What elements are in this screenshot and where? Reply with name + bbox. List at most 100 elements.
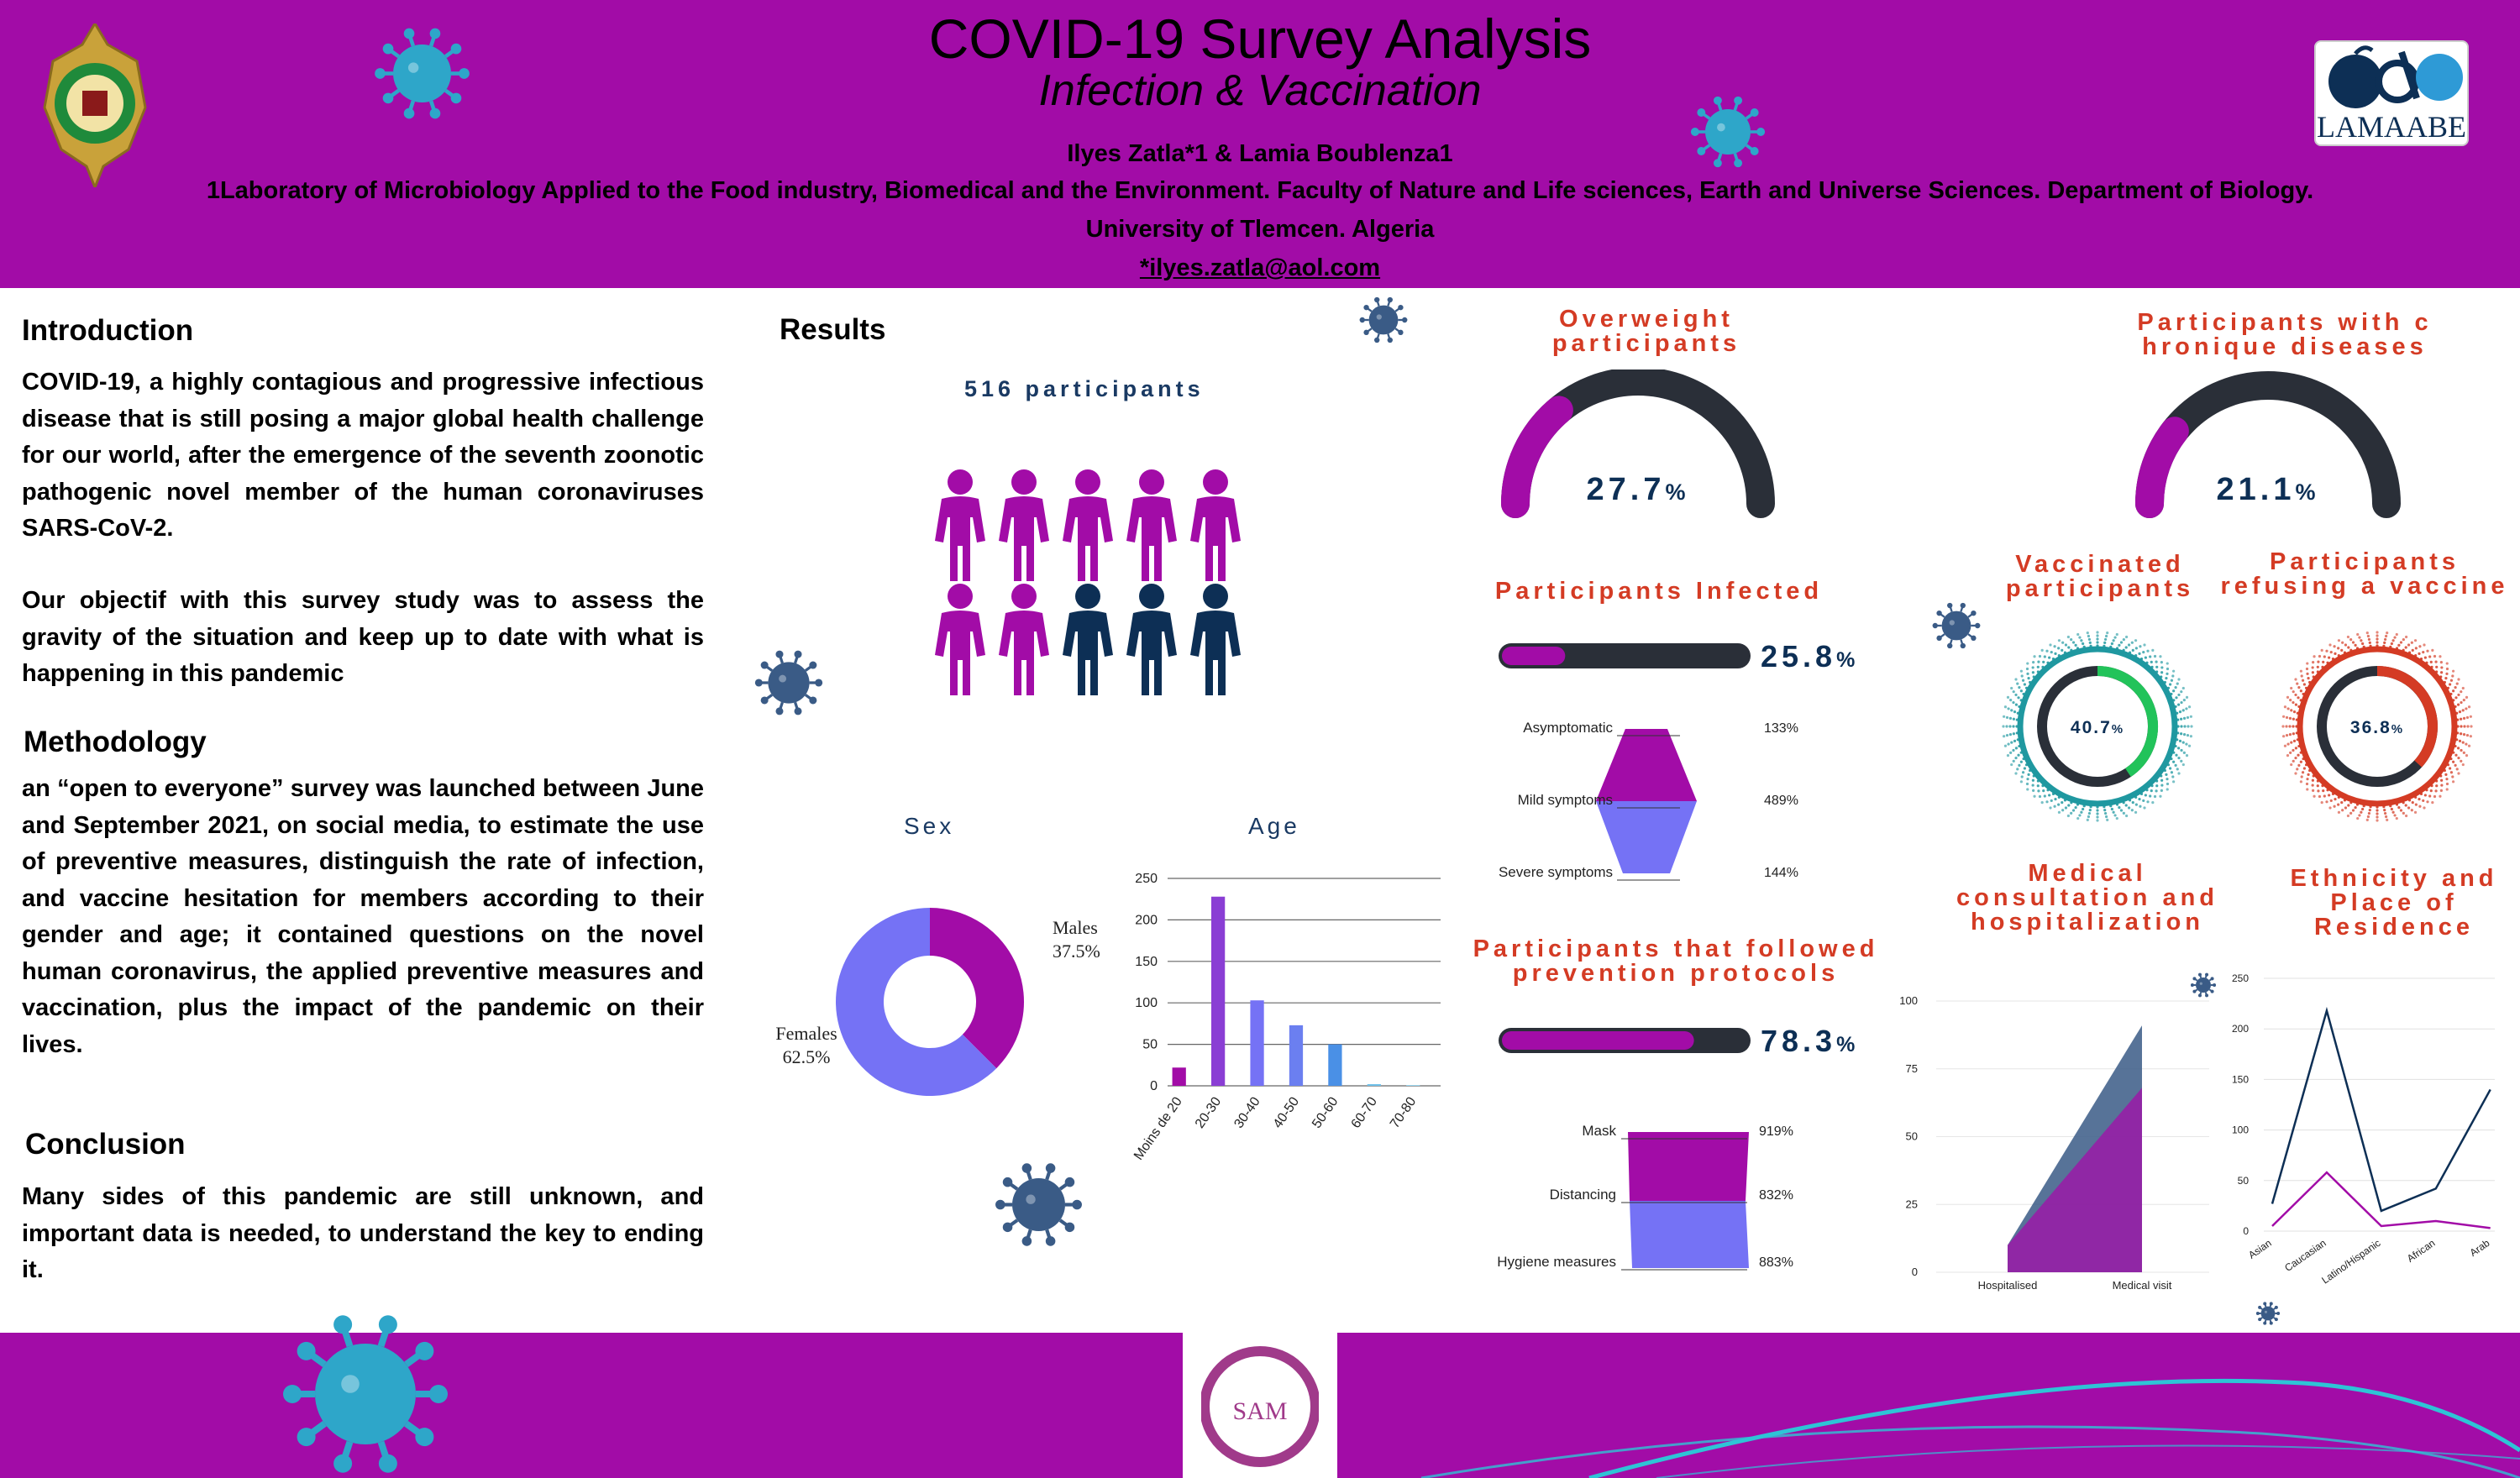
ring-dot: [2166, 667, 2170, 671]
sex-slice: [930, 908, 1024, 1069]
ring-dot: [2351, 641, 2355, 644]
ring-dot: [2405, 635, 2408, 639]
ring-dot: [2467, 705, 2471, 709]
ring-dot: [2461, 709, 2465, 712]
ring-dot: [2301, 771, 2305, 774]
ring-dot: [2038, 654, 2042, 658]
ring-dot: [2465, 707, 2468, 710]
ring-dot: [2103, 811, 2108, 815]
ring-dot: [2297, 686, 2301, 689]
ring-dot: [2431, 801, 2434, 805]
ring-dot: [2074, 643, 2077, 647]
ring-dot: [2010, 763, 2013, 767]
ring-dot: [2021, 679, 2025, 682]
ring-dot: [2143, 806, 2146, 810]
ring-dot: [2282, 735, 2286, 738]
ethnicity-x-tick: Latino/Hispanic: [2319, 1237, 2382, 1285]
ring-dot: [2288, 716, 2292, 721]
ring-dot: [2050, 799, 2053, 803]
infected-title: Participants Infected: [1494, 578, 1824, 605]
ring-dot: [2418, 645, 2422, 648]
ring-dot: [2452, 689, 2455, 693]
ring-dot: [2036, 665, 2040, 668]
funnel-value: 489%: [1764, 794, 1798, 808]
ring-dot: [2176, 682, 2179, 685]
ring-dot: [2066, 814, 2070, 818]
ring-dot: [2465, 695, 2469, 699]
age-y-tick: 0: [1150, 1079, 1158, 1093]
ring-dot: [2189, 735, 2192, 738]
ring-dot: [2031, 671, 2034, 674]
ring-dot: [2006, 695, 2010, 699]
ring-dot: [2368, 809, 2371, 812]
ring-dot: [2322, 789, 2325, 793]
ring-dot: [2057, 639, 2061, 642]
ring-dot: [2356, 816, 2360, 820]
ring-dot: [2320, 801, 2323, 805]
poster-subtitle: Infection & Vaccination: [1038, 66, 1482, 115]
ring-dot: [2333, 805, 2336, 808]
ring-dot: [2019, 689, 2023, 693]
ring-dot: [2456, 703, 2460, 706]
ethnicity-line: [2271, 1171, 2491, 1229]
person-icon: [935, 469, 985, 581]
ring-dot: [2404, 804, 2407, 807]
age-bar: [1328, 1044, 1342, 1086]
person-icon: [1190, 469, 1241, 581]
ring-dot: [2037, 789, 2040, 793]
ring-dot: [2376, 815, 2379, 819]
infected-progress-bar: 25.8%: [1499, 639, 1855, 673]
ring-dot: [2110, 807, 2113, 811]
ring-dot: [2428, 655, 2432, 658]
ring-dot: [2166, 788, 2169, 791]
ring-dot: [2297, 753, 2300, 757]
ring-dot: [2297, 763, 2301, 767]
ring-dot: [2008, 725, 2012, 728]
ring-dot: [2358, 814, 2361, 817]
ring-dot: [2316, 784, 2319, 788]
virus-icon: [375, 28, 470, 119]
ring-dot: [2181, 709, 2185, 712]
ring-dot: [2012, 748, 2015, 752]
ring-dot: [2465, 742, 2468, 746]
email-link[interactable]: *ilyes.zatla@aol.com: [1139, 254, 1381, 281]
ring-dot: [2299, 689, 2302, 693]
ring-dot: [2078, 636, 2082, 639]
ring-dot: [2386, 818, 2389, 821]
ring-dot: [2127, 643, 2131, 647]
ring-dot: [2455, 768, 2459, 771]
ring-dot: [2142, 799, 2145, 803]
ring-dot: [2185, 742, 2188, 746]
ring-dot: [2064, 806, 2068, 810]
ring-dot: [2311, 666, 2314, 669]
ring-dot: [2096, 815, 2099, 819]
ring-dot: [2383, 811, 2387, 815]
ring-dot: [2113, 636, 2117, 639]
ring-dot: [2422, 799, 2425, 803]
ring-dot: [2344, 806, 2348, 810]
ring-dot: [2465, 715, 2470, 720]
ring-dot: [2300, 674, 2303, 678]
age-y-tick: 50: [1142, 1038, 1158, 1052]
ring-dot: [2305, 667, 2309, 671]
introduction-heading: Introduction: [22, 314, 194, 347]
ring-dot: [2318, 794, 2322, 799]
overweight-title: Overweight participants: [1551, 306, 1741, 357]
ring-dot: [2112, 639, 2115, 642]
person-icon: [935, 584, 985, 695]
ring-dot: [2317, 660, 2320, 663]
ring-dot: [2329, 799, 2333, 803]
ring-dot: [2003, 735, 2006, 738]
ring-dot: [2131, 801, 2134, 805]
ring-dot: [2119, 809, 2124, 812]
affiliation-line-2: University of Tlemcen. Algeria: [1085, 216, 1435, 243]
ring-dot: [2153, 654, 2157, 658]
age-bar: [1406, 1085, 1420, 1086]
ring-dot: [2053, 805, 2056, 808]
ring-dot: [2423, 806, 2426, 810]
ring-dot: [2386, 632, 2389, 635]
ring-dot: [2411, 648, 2414, 652]
ring-dot: [2360, 810, 2363, 814]
ring-dot: [2318, 654, 2322, 658]
ring-dot: [2457, 693, 2460, 697]
